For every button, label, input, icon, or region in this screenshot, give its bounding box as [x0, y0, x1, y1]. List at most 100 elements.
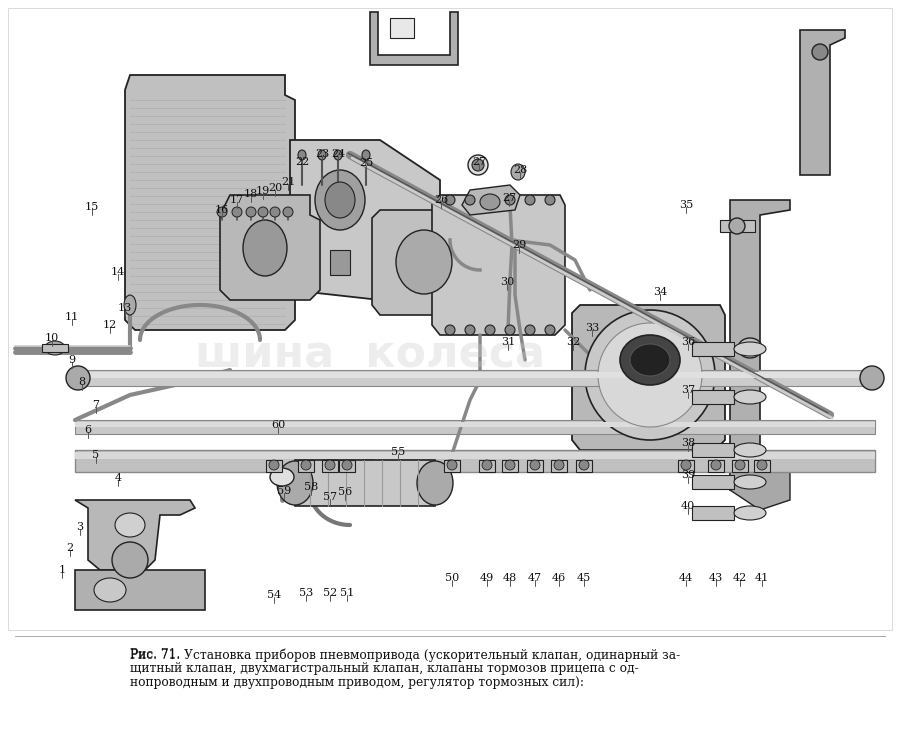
Ellipse shape — [334, 150, 342, 160]
Ellipse shape — [860, 366, 884, 390]
Text: 47: 47 — [528, 573, 542, 583]
Text: 26: 26 — [434, 195, 448, 205]
Ellipse shape — [585, 310, 715, 440]
Text: 14: 14 — [111, 267, 125, 277]
Ellipse shape — [115, 513, 145, 537]
Bar — [75, 450, 875, 472]
Polygon shape — [730, 470, 790, 510]
Ellipse shape — [315, 170, 365, 230]
Bar — [295, 460, 435, 506]
Bar — [75, 422, 875, 427]
Text: 16: 16 — [215, 205, 230, 215]
Bar — [298, 460, 314, 472]
Text: 51: 51 — [340, 588, 354, 598]
Ellipse shape — [417, 461, 453, 505]
Text: 11: 11 — [65, 312, 79, 322]
Text: 30: 30 — [500, 277, 514, 287]
Polygon shape — [572, 305, 725, 450]
Ellipse shape — [468, 155, 488, 175]
Bar — [75, 570, 205, 610]
Polygon shape — [370, 12, 458, 65]
Text: 19: 19 — [256, 186, 270, 196]
Ellipse shape — [269, 460, 279, 470]
Bar — [322, 460, 338, 472]
Text: 58: 58 — [304, 482, 318, 492]
Text: 17: 17 — [230, 195, 244, 205]
Polygon shape — [125, 75, 295, 330]
Bar — [266, 460, 282, 472]
Bar — [576, 460, 592, 472]
Text: 49: 49 — [480, 573, 494, 583]
Text: 12: 12 — [103, 320, 117, 330]
Ellipse shape — [246, 207, 256, 217]
Ellipse shape — [283, 207, 293, 217]
Ellipse shape — [485, 195, 495, 205]
Bar — [692, 390, 734, 404]
Ellipse shape — [735, 460, 745, 470]
Text: 39: 39 — [681, 470, 695, 480]
Ellipse shape — [630, 344, 670, 376]
Text: 10: 10 — [45, 333, 59, 343]
Ellipse shape — [66, 366, 90, 390]
Text: 21: 21 — [281, 177, 295, 187]
Text: Рис. 71.: Рис. 71. — [130, 648, 184, 661]
Bar — [339, 460, 355, 472]
Ellipse shape — [362, 150, 370, 160]
Text: 5: 5 — [93, 450, 100, 460]
Text: 37: 37 — [681, 385, 695, 395]
Ellipse shape — [94, 578, 126, 602]
Text: Рис. 71. Установка приборов пневмопривода (ускорительный клапан, одинарный за-: Рис. 71. Установка приборов пневмопривод… — [130, 648, 680, 661]
Bar — [75, 420, 875, 434]
Bar — [692, 475, 734, 489]
Text: 27: 27 — [502, 193, 516, 203]
Ellipse shape — [301, 460, 311, 470]
Ellipse shape — [258, 207, 268, 217]
Text: 25: 25 — [359, 158, 374, 168]
Ellipse shape — [505, 460, 515, 470]
Ellipse shape — [243, 220, 287, 276]
Polygon shape — [220, 195, 320, 300]
Text: 28: 28 — [513, 165, 527, 175]
Bar — [692, 443, 734, 457]
Text: 52: 52 — [323, 588, 338, 598]
Text: 40: 40 — [681, 501, 695, 511]
Bar — [502, 460, 518, 472]
Ellipse shape — [480, 194, 500, 210]
Polygon shape — [290, 140, 440, 300]
Text: 43: 43 — [709, 573, 723, 583]
Text: 3: 3 — [76, 522, 84, 532]
Text: 29: 29 — [512, 240, 526, 250]
Text: шина  колеса: шина колеса — [195, 333, 545, 377]
Ellipse shape — [738, 338, 762, 358]
Text: 18: 18 — [244, 189, 258, 199]
Ellipse shape — [298, 150, 306, 160]
Bar — [732, 460, 748, 472]
Text: 20: 20 — [268, 183, 282, 193]
Ellipse shape — [525, 325, 535, 335]
Ellipse shape — [734, 342, 766, 356]
Text: 9: 9 — [68, 355, 76, 365]
Bar — [75, 370, 875, 386]
Text: 36: 36 — [681, 337, 695, 347]
Bar — [754, 460, 770, 472]
Text: 45: 45 — [577, 573, 591, 583]
Ellipse shape — [734, 390, 766, 404]
Text: 31: 31 — [501, 337, 515, 347]
Ellipse shape — [757, 460, 767, 470]
Text: 22: 22 — [295, 157, 309, 167]
Text: 24: 24 — [331, 149, 345, 159]
Ellipse shape — [447, 460, 457, 470]
Text: 60: 60 — [271, 420, 285, 430]
Ellipse shape — [554, 460, 564, 470]
Bar — [720, 220, 755, 232]
Polygon shape — [800, 30, 845, 175]
Ellipse shape — [482, 460, 492, 470]
Bar — [527, 460, 543, 472]
Text: 57: 57 — [323, 492, 338, 502]
Bar — [75, 452, 875, 459]
Bar — [678, 460, 694, 472]
Bar — [551, 460, 567, 472]
Ellipse shape — [681, 460, 691, 470]
Ellipse shape — [729, 218, 745, 234]
Bar — [479, 460, 495, 472]
